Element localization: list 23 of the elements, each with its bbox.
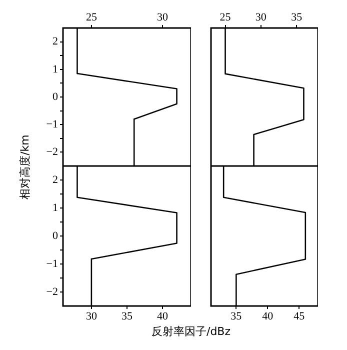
x-tick-label: 35 xyxy=(291,11,303,24)
x-tick-label: 35 xyxy=(230,310,242,322)
x-tick-label: 30 xyxy=(157,11,169,24)
y-tick-label: 0 xyxy=(52,230,58,242)
y-tick-label: 2 xyxy=(52,174,58,186)
y-axis-title: 相对高度/km xyxy=(18,134,32,200)
x-tick-label: 40 xyxy=(157,310,169,322)
y-tick-label: −1 xyxy=(46,258,58,270)
y-tick-label: −2 xyxy=(46,146,58,158)
y-tick-label: −1 xyxy=(46,118,58,130)
y-tick-label: 2 xyxy=(52,36,58,48)
y-tick-label: 1 xyxy=(52,202,58,214)
x-tick-label: 30 xyxy=(86,310,98,322)
y-tick-label: −2 xyxy=(46,286,58,298)
y-tick-label: 0 xyxy=(52,90,58,103)
x-tick-label: 40 xyxy=(262,310,274,322)
y-tick-label: 1 xyxy=(52,63,58,76)
x-tick-label: 30 xyxy=(255,11,267,24)
x-tick-label: 35 xyxy=(122,310,133,322)
x-tick-label: 25 xyxy=(86,11,98,24)
x-tick-label: 25 xyxy=(220,11,232,24)
x-tick-label: 45 xyxy=(294,310,306,322)
x-axis-title: 反射率因子/dBz xyxy=(151,324,231,339)
